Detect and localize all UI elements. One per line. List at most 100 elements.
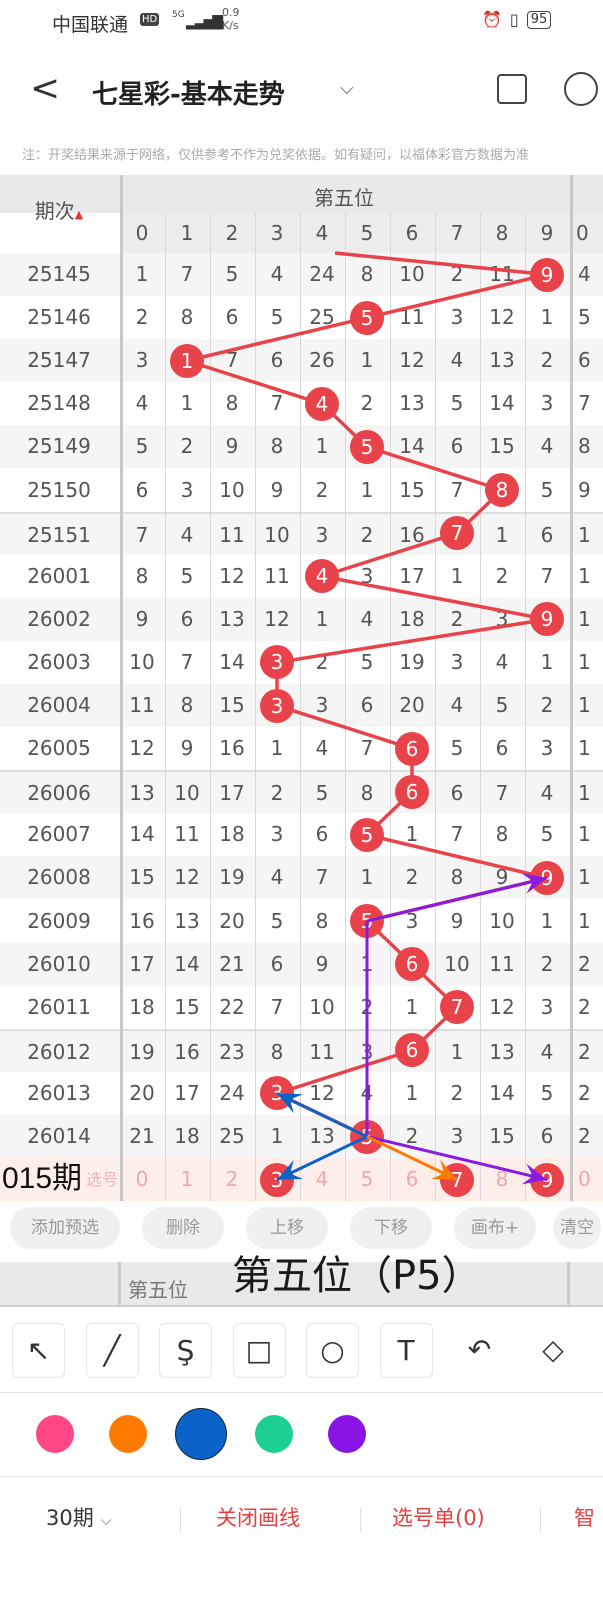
hit-ball: 4 <box>305 386 339 421</box>
action-button-2[interactable]: 上移 <box>246 1207 328 1249</box>
miss-count-cell: 3 <box>315 522 329 547</box>
miss-count-cell: 6 <box>450 781 464 806</box>
chevron-down-icon[interactable]: ⌵ <box>340 78 354 99</box>
miss-count-cell: 10 <box>219 477 245 502</box>
miss-count-cell: 5 <box>540 822 554 847</box>
miss-count-cell: 1 <box>270 1124 284 1148</box>
back-icon[interactable]: < <box>30 68 61 109</box>
table-row: 26008 15 12 19 4 7 1 2 8 9 1 <box>0 856 603 900</box>
period-select[interactable]: 30期 ⌵ <box>46 1506 112 1530</box>
miss-count-cell: 6 <box>315 822 329 847</box>
miss-count-cell: 4 <box>540 1039 554 1064</box>
table-row: 25151 7 4 11 10 3 2 16 1 6 1 <box>0 511 603 555</box>
action-button-1[interactable]: 删除 <box>142 1207 224 1249</box>
color-swatch[interactable] <box>255 1415 293 1453</box>
miss-count-cell: 5 <box>540 477 554 502</box>
circle-tool-icon[interactable]: ○ <box>306 1323 359 1378</box>
next-col-cell: 1 <box>578 649 591 674</box>
status-right: ⏰ ▯ 95 <box>482 10 552 29</box>
grid-line <box>569 175 573 215</box>
hit-ball: 5 <box>350 300 384 335</box>
device-icon[interactable] <box>497 74 527 104</box>
period-cell: 26010 <box>27 951 91 976</box>
miss-count-cell: 8 <box>180 693 194 717</box>
page-title[interactable]: 七星彩-基本走势 <box>92 80 285 110</box>
miss-count-cell: 8 <box>360 262 374 286</box>
rect-tool-icon[interactable]: □ <box>232 1323 286 1378</box>
text-tool-icon[interactable]: T <box>379 1323 433 1378</box>
select-digit-6[interactable]: 6 <box>405 1167 419 1192</box>
selected-ball-3[interactable]: 3 <box>260 1162 294 1197</box>
miss-count-cell: 2 <box>180 434 194 459</box>
table-row: 26014 21 18 25 1 13 2 3 15 6 2 <box>0 1115 603 1158</box>
select-digit-8[interactable]: 8 <box>495 1167 509 1192</box>
grid-line <box>209 213 211 1202</box>
pick-list-button[interactable]: 选号单(0) <box>392 1506 485 1530</box>
miss-count-cell: 5 <box>540 1080 554 1105</box>
timer-icon[interactable] <box>564 72 598 106</box>
smart-button[interactable]: 智 <box>574 1506 595 1530</box>
color-swatch[interactable] <box>175 1408 227 1460</box>
select-digit-4[interactable]: 4 <box>315 1167 329 1192</box>
period-cell: 25150 <box>27 477 91 502</box>
hit-ball: 7 <box>440 516 474 551</box>
miss-count-cell: 14 <box>489 391 515 416</box>
miss-count-cell: 3 <box>450 305 464 330</box>
next-col-cell: 7 <box>578 391 591 416</box>
arrow-tool-icon[interactable]: ↖ <box>12 1323 65 1378</box>
table-row: 26006 13 10 17 2 5 8 6 7 4 1 <box>0 770 603 814</box>
table-row: 26002 9 6 13 12 1 4 18 2 3 1 <box>0 597 603 641</box>
miss-count-cell: 14 <box>129 822 155 847</box>
miss-count-cell: 1 <box>135 262 149 286</box>
miss-count-cell: 25 <box>309 305 335 330</box>
selected-ball-7[interactable]: 7 <box>440 1162 474 1197</box>
eraser-tool-icon[interactable]: ◇ <box>542 1333 564 1366</box>
undo-tool-icon[interactable]: ↶ <box>467 1333 492 1366</box>
next-col-cell: 1 <box>578 563 591 588</box>
miss-count-cell: 7 <box>540 563 554 588</box>
next-col-cell: 1 <box>578 865 591 890</box>
miss-count-cell: 15 <box>174 994 200 1019</box>
miss-count-cell: 1 <box>360 951 374 976</box>
miss-count-cell: 10 <box>309 994 335 1019</box>
grid-line <box>389 213 391 1202</box>
miss-count-cell: 6 <box>180 606 194 631</box>
next-col-header: 0 <box>576 221 589 245</box>
drawn-text: 第五位（P5） <box>232 1253 482 1299</box>
miss-count-cell: 9 <box>135 606 149 631</box>
period-header[interactable]: 期次▲ <box>34 199 84 223</box>
action-button-5[interactable]: 清空 <box>553 1207 601 1249</box>
select-digit-0[interactable]: 0 <box>135 1167 149 1192</box>
miss-count-cell: 16 <box>129 908 155 933</box>
divider <box>0 1392 603 1393</box>
miss-count-cell: 14 <box>219 649 245 674</box>
miss-count-cell: 10 <box>444 951 470 976</box>
miss-count-cell: 12 <box>489 305 515 330</box>
close-draw-button[interactable]: 关闭画线 <box>216 1506 300 1530</box>
hit-ball: 9 <box>530 257 564 292</box>
select-digit-2[interactable]: 2 <box>225 1167 239 1192</box>
period-cell: 26001 <box>27 563 91 588</box>
grid-line <box>254 213 256 1202</box>
period-cell: 26009 <box>27 908 91 933</box>
hit-ball: 1 <box>170 343 204 378</box>
selection-row: 015期 选号 0 1 2 4 5 6 8 0 <box>0 1158 603 1202</box>
miss-count-cell: 4 <box>180 522 194 547</box>
line-tool-icon[interactable]: ╱ <box>85 1323 139 1378</box>
period-cell: 26014 <box>27 1124 91 1148</box>
color-swatch[interactable] <box>109 1415 147 1453</box>
action-button-3[interactable]: 下移 <box>350 1207 432 1249</box>
select-digit-5[interactable]: 5 <box>360 1167 374 1192</box>
color-swatch[interactable] <box>328 1415 366 1453</box>
chevron-down-icon: ⌵ <box>100 1511 112 1529</box>
selected-ball-9[interactable]: 9 <box>530 1162 564 1197</box>
curve-tool-icon[interactable]: Ş <box>159 1323 212 1378</box>
sort-icon[interactable]: ▲ <box>74 208 84 221</box>
action-button-0[interactable]: 添加预选 <box>10 1207 120 1249</box>
action-button-4[interactable]: 画布+ <box>454 1207 536 1249</box>
color-swatch[interactable] <box>36 1415 74 1453</box>
grid-line <box>299 213 301 1202</box>
select-digit-1[interactable]: 1 <box>180 1167 194 1192</box>
period-cell: 26013 <box>27 1080 91 1105</box>
next-col-select[interactable]: 0 <box>578 1167 591 1192</box>
